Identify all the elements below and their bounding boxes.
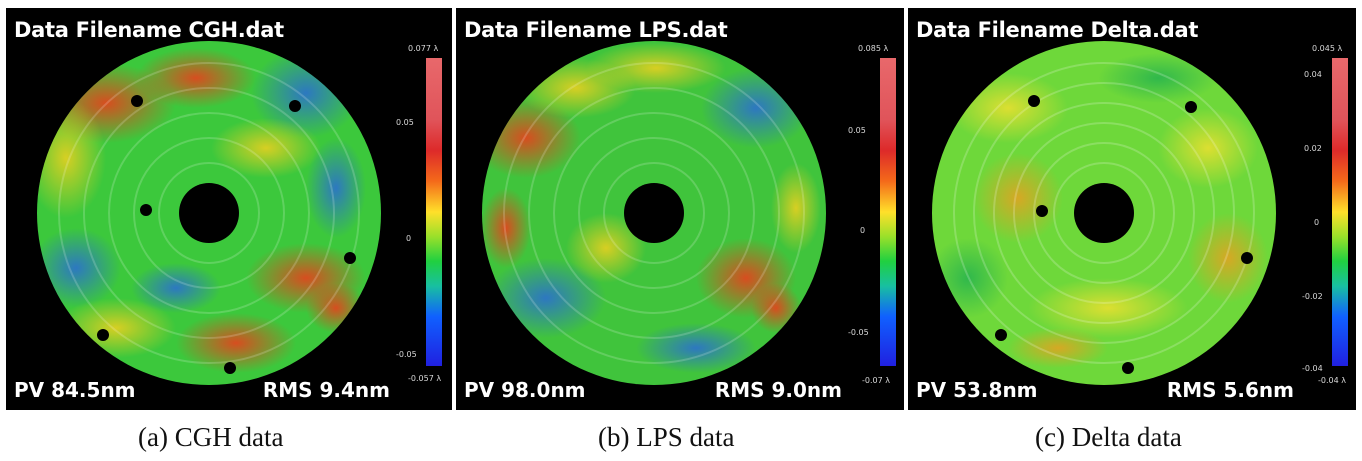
rms-value: RMS 9.4nm [262, 378, 390, 402]
colorbar-tick: -0.05 [848, 328, 869, 337]
fiducial-dot [344, 252, 356, 264]
panel-title: Data Filename Delta.dat [916, 18, 1199, 42]
fiducial-dot [289, 100, 301, 112]
surface-map-delta [932, 41, 1276, 385]
fiducial-dot [1036, 205, 1048, 217]
colorbar-tick: 0.04 [1304, 70, 1322, 79]
colorbar-tick: -0.04 [1302, 364, 1323, 373]
pv-value: PV 98.0nm [464, 378, 586, 402]
panel-title: Data Filename LPS.dat [464, 18, 728, 42]
center-hole [624, 183, 684, 243]
center-hole [179, 183, 239, 243]
colorbar-min-label: -0.07 λ [862, 376, 890, 385]
pv-value: PV 53.8nm [916, 378, 1038, 402]
colorbar-tick: 0 [860, 226, 866, 235]
colorbar-max-label: 0.045 λ [1312, 44, 1343, 53]
surface-map-lps [482, 41, 826, 385]
colorbar-tick: 0 [406, 234, 412, 243]
fiducial-dot [1122, 362, 1134, 374]
colorbar-tick: 0.02 [1304, 144, 1322, 153]
rms-value: RMS 5.6nm [1166, 378, 1294, 402]
fiducial-dot [1028, 95, 1040, 107]
colorbar-tick: 0.05 [396, 118, 414, 127]
pv-value: PV 84.5nm [14, 378, 136, 402]
fiducial-dot [131, 95, 143, 107]
colorbar-tick: 0 [1314, 218, 1320, 227]
panel-lps: Data Filename LPS.dat 0.085 λ 0.05 0 -0.… [456, 8, 904, 410]
caption-b: (b) LPS data [598, 422, 735, 452]
fiducial-dot [1185, 101, 1197, 113]
panel-title: Data Filename CGH.dat [14, 18, 284, 42]
colorbar-min-label: -0.04 λ [1318, 376, 1346, 385]
center-hole [1074, 183, 1134, 243]
caption-a: (a) CGH data [138, 422, 284, 452]
fiducial-dot [1241, 252, 1253, 264]
rms-value: RMS 9.0nm [714, 378, 842, 402]
colorbar-max-label: 0.077 λ [408, 44, 439, 53]
fiducial-dot [995, 329, 1007, 341]
surface-map-cgh [37, 41, 381, 385]
colorbar-tick: -0.05 [396, 350, 417, 359]
fiducial-dot [224, 362, 236, 374]
colorbar [426, 58, 442, 366]
colorbar-min-label: -0.057 λ [408, 374, 442, 383]
fiducial-dot [140, 204, 152, 216]
colorbar-tick: -0.02 [1302, 292, 1323, 301]
colorbar [1332, 58, 1348, 366]
colorbar [880, 58, 896, 366]
panel-delta: Data Filename Delta.dat 0.045 λ 0.04 0.0… [908, 8, 1356, 410]
caption-c: (c) Delta data [1035, 422, 1182, 452]
fiducial-dot [97, 329, 109, 341]
colorbar-max-label: 0.085 λ [858, 44, 889, 53]
panel-cgh: Data Filename CGH.dat 0.077 λ 0.05 0 -0.… [6, 8, 452, 410]
colorbar-tick: 0.05 [848, 126, 866, 135]
